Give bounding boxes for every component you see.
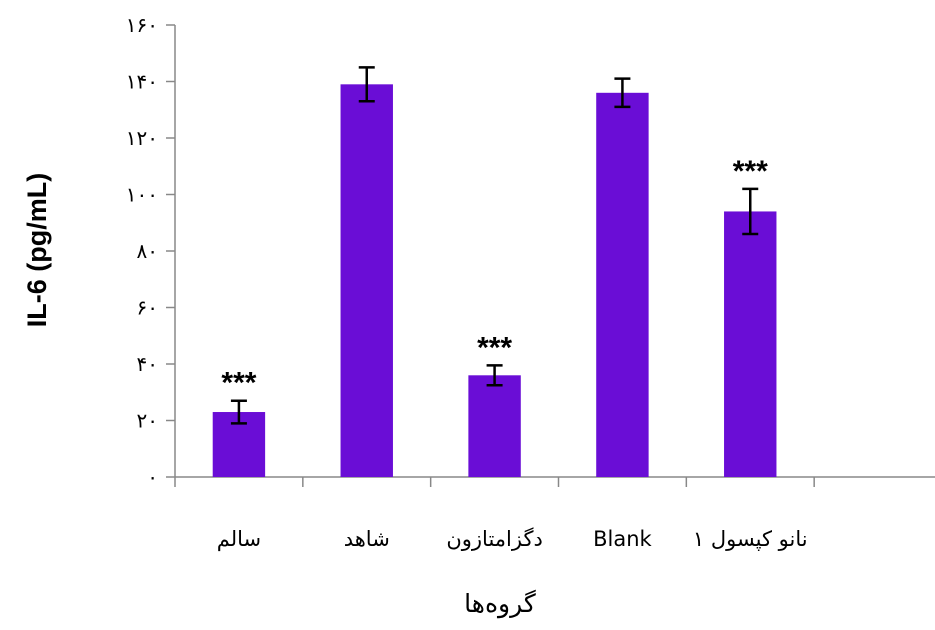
category-label: Blank xyxy=(593,527,652,551)
significance-label: *** xyxy=(477,331,512,364)
y-tick-label: ۴۰ xyxy=(137,352,158,376)
x-axis-title: گروه‌ها xyxy=(464,589,536,619)
category-label: شاهد xyxy=(344,527,390,551)
bars: *** *** *** xyxy=(212,66,777,478)
y-tick-label: ۸۰ xyxy=(137,239,158,263)
significance-label: *** xyxy=(733,155,768,188)
bar xyxy=(340,84,393,477)
y-axis: ۰ ۲۰ ۴۰ ۶۰ ۸۰ ۱۰۰ ۱۲۰ ۱۴۰ ۱۶۰ xyxy=(126,13,176,489)
y-tick-label: ۱۴۰ xyxy=(126,70,158,94)
bar xyxy=(724,211,777,477)
y-tick-label: ۱۰۰ xyxy=(126,183,158,207)
y-tick-label: ۶۰ xyxy=(137,296,158,320)
category-label: نانو کپسول ۱ xyxy=(693,527,808,551)
y-tick-label: ۱۲۰ xyxy=(126,126,158,150)
y-tick-label: ۱۶۰ xyxy=(126,13,158,37)
y-tick-label: ۰ xyxy=(147,465,158,489)
x-axis: سالم شاهد دگزامتازون Blank نانو کپسول ۱ xyxy=(174,476,935,552)
category-label: دگزامتازون xyxy=(446,527,542,551)
y-tick-label: ۲۰ xyxy=(137,409,158,433)
category-label: سالم xyxy=(217,527,261,552)
bar xyxy=(468,375,521,477)
bar xyxy=(596,92,649,478)
significance-label: *** xyxy=(221,367,256,400)
y-axis-title: IL-6 (pg/mL) xyxy=(22,173,52,327)
